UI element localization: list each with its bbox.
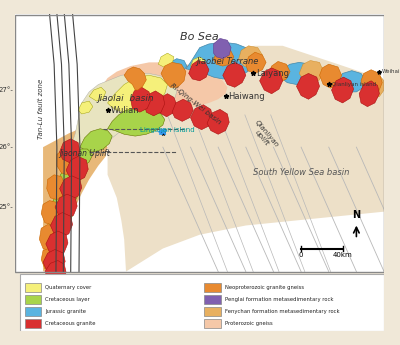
Polygon shape xyxy=(214,48,234,66)
Polygon shape xyxy=(45,260,66,284)
Bar xyxy=(20,274,384,332)
Polygon shape xyxy=(158,94,177,117)
Polygon shape xyxy=(190,57,205,71)
Text: Qianliyan island: Qianliyan island xyxy=(332,82,376,87)
Text: Proterozoic gneiss: Proterozoic gneiss xyxy=(225,321,272,326)
Text: Tan-Lu fault zone: Tan-Lu fault zone xyxy=(38,79,44,139)
Polygon shape xyxy=(269,61,290,83)
Text: Lingshan island: Lingshan island xyxy=(140,127,195,134)
Text: |121°: |121° xyxy=(225,275,244,283)
Text: Fenychan formation metasedimentary rock: Fenychan formation metasedimentary rock xyxy=(225,309,339,314)
Polygon shape xyxy=(320,64,342,88)
Text: Bo Sea: Bo Sea xyxy=(180,32,219,41)
Text: 40km: 40km xyxy=(333,252,352,258)
Polygon shape xyxy=(158,53,174,68)
Text: Cretaceous granite: Cretaceous granite xyxy=(45,321,96,326)
Polygon shape xyxy=(359,81,380,107)
Text: Ri-Qing-Wei basin: Ri-Qing-Wei basin xyxy=(169,82,222,125)
Polygon shape xyxy=(46,231,68,256)
Bar xyxy=(25,318,41,328)
Polygon shape xyxy=(299,60,323,85)
Polygon shape xyxy=(223,62,246,87)
Polygon shape xyxy=(108,108,165,136)
Text: Penglai formation metasedimentary rock: Penglai formation metasedimentary rock xyxy=(225,297,333,302)
Polygon shape xyxy=(50,213,72,237)
Text: |122°: |122° xyxy=(338,275,357,283)
Polygon shape xyxy=(368,75,384,99)
Polygon shape xyxy=(52,188,77,209)
Text: Jiaobei Terrane: Jiaobei Terrane xyxy=(196,57,258,66)
Polygon shape xyxy=(190,105,213,130)
Polygon shape xyxy=(48,207,72,228)
Polygon shape xyxy=(260,68,283,94)
Polygon shape xyxy=(189,60,209,81)
Text: 27°-: 27°- xyxy=(0,87,14,93)
Polygon shape xyxy=(78,101,93,114)
Polygon shape xyxy=(168,59,187,73)
Text: Haiwang: Haiwang xyxy=(228,92,265,101)
Bar xyxy=(16,16,384,272)
Polygon shape xyxy=(338,71,366,92)
Polygon shape xyxy=(41,248,57,270)
Polygon shape xyxy=(55,194,77,219)
Text: Cretaceous layer: Cretaceous layer xyxy=(45,297,90,302)
Polygon shape xyxy=(57,167,82,189)
Polygon shape xyxy=(144,91,165,116)
Polygon shape xyxy=(60,176,82,200)
Polygon shape xyxy=(361,70,382,96)
Text: Weihai: Weihai xyxy=(382,69,400,74)
Polygon shape xyxy=(66,149,93,167)
Polygon shape xyxy=(108,75,168,112)
Text: Laiyang: Laiyang xyxy=(256,69,289,78)
Text: South Yellow Sea basin: South Yellow Sea basin xyxy=(253,168,349,177)
Text: Neoproterozoic granite gneiss: Neoproterozoic granite gneiss xyxy=(225,285,304,290)
Polygon shape xyxy=(57,149,75,175)
Polygon shape xyxy=(71,73,177,155)
Polygon shape xyxy=(39,225,57,250)
Polygon shape xyxy=(278,62,320,85)
Polygon shape xyxy=(161,62,186,87)
Polygon shape xyxy=(89,87,106,101)
Text: Wulian: Wulian xyxy=(110,106,139,115)
Polygon shape xyxy=(66,156,88,181)
Polygon shape xyxy=(43,249,65,274)
Bar xyxy=(204,318,221,328)
Text: Jurassic granite: Jurassic granite xyxy=(45,309,86,314)
Text: Jiaonan Uplift: Jiaonan Uplift xyxy=(59,149,110,158)
Polygon shape xyxy=(207,109,229,134)
Polygon shape xyxy=(246,52,266,73)
Text: Quaternary cover: Quaternary cover xyxy=(45,285,91,290)
Polygon shape xyxy=(80,129,112,152)
Text: N: N xyxy=(352,210,360,220)
Polygon shape xyxy=(41,200,60,225)
Text: 25°-: 25°- xyxy=(0,204,14,210)
Text: 26°-: 26°- xyxy=(0,144,14,150)
Polygon shape xyxy=(47,175,65,200)
Polygon shape xyxy=(43,129,108,272)
Polygon shape xyxy=(60,139,80,163)
Polygon shape xyxy=(103,62,227,110)
Polygon shape xyxy=(16,13,384,272)
Text: |120°: |120° xyxy=(114,275,134,283)
Polygon shape xyxy=(238,46,262,69)
Text: Jiaolai  basin: Jiaolai basin xyxy=(98,94,154,103)
Polygon shape xyxy=(131,87,151,112)
Polygon shape xyxy=(214,38,231,59)
Polygon shape xyxy=(108,46,384,272)
Polygon shape xyxy=(296,73,320,99)
Text: 0: 0 xyxy=(299,252,303,258)
Polygon shape xyxy=(332,77,354,103)
Bar xyxy=(25,295,41,304)
Text: |119°: |119° xyxy=(20,275,39,283)
Bar xyxy=(25,307,41,316)
Polygon shape xyxy=(124,67,146,90)
Polygon shape xyxy=(172,99,193,121)
Bar xyxy=(204,283,221,292)
Text: Qianliyan
uplift: Qianliyan uplift xyxy=(248,119,280,153)
Polygon shape xyxy=(186,42,255,79)
Bar xyxy=(25,283,41,292)
Bar xyxy=(204,307,221,316)
Bar xyxy=(204,295,221,304)
